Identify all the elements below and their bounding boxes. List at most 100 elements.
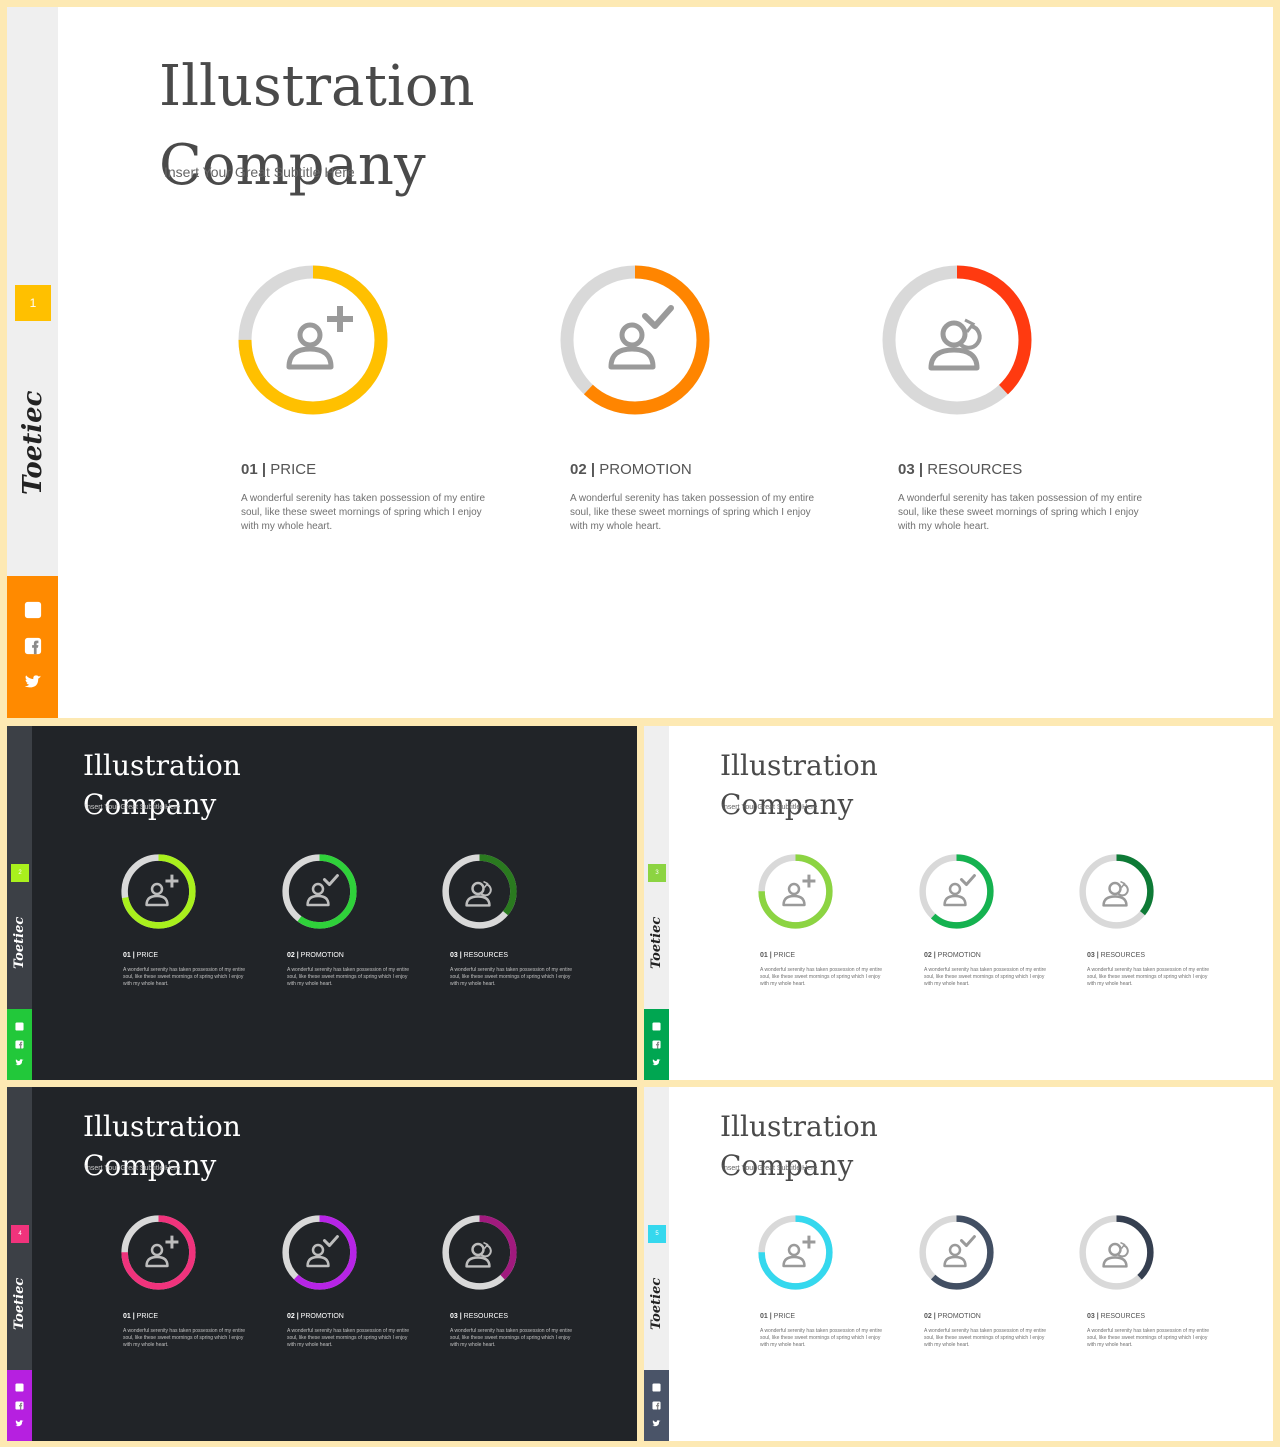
item-separator: | xyxy=(767,952,774,959)
facebook-icon[interactable] xyxy=(652,1040,661,1049)
item-description: A wonderful serenity has taken possessio… xyxy=(450,967,573,987)
title-line-2: Company xyxy=(720,788,854,821)
facebook-link[interactable] xyxy=(7,637,58,655)
add-user-icon xyxy=(145,874,179,907)
linkedin-link[interactable] xyxy=(7,1383,32,1392)
item-label: PROMOTION xyxy=(300,1313,344,1320)
progress-arc xyxy=(919,854,994,929)
item-separator: | xyxy=(457,952,464,959)
facebook-link[interactable] xyxy=(7,1401,32,1410)
item-label: RESOURCES xyxy=(1100,1313,1145,1320)
item-description: A wonderful serenity has taken possessio… xyxy=(898,493,1143,532)
item-heading: 03 | RESOURCES xyxy=(1087,952,1145,959)
twitter-icon[interactable] xyxy=(24,673,42,691)
page-number-badge: 2 xyxy=(11,864,29,882)
progress-ring xyxy=(442,1215,517,1290)
sidebar: 2 Toetiec xyxy=(7,726,32,1080)
user-check-icon xyxy=(608,305,674,370)
progress-ring xyxy=(121,1215,196,1290)
title-line-2: Company xyxy=(720,1149,854,1182)
item-separator: | xyxy=(130,952,137,959)
item-label: PRICE xyxy=(773,952,796,959)
subtitle: Insert Your Great Subtitle Here xyxy=(722,1165,818,1172)
title-line-2: Company xyxy=(83,788,217,821)
twitter-icon[interactable] xyxy=(652,1058,661,1067)
facebook-link[interactable] xyxy=(7,1040,32,1049)
slide: 3 Toetiec Illustration Company Insert Your G… xyxy=(644,726,1273,1080)
linkedin-link[interactable] xyxy=(644,1022,669,1031)
user-check-icon xyxy=(306,874,339,907)
feature-item: 02 | PROMOTION A wonderful serenity has t… xyxy=(32,1087,637,1441)
linkedin-icon[interactable] xyxy=(15,1383,24,1392)
item-heading: 02 | PROMOTION xyxy=(287,1313,344,1320)
facebook-link[interactable] xyxy=(644,1401,669,1410)
item-heading: 03 | RESOURCES xyxy=(1087,1313,1145,1320)
facebook-icon[interactable] xyxy=(15,1040,24,1049)
item-number: 01 xyxy=(760,1313,768,1320)
progress-ring xyxy=(1079,1215,1154,1290)
twitter-link[interactable] xyxy=(7,673,58,691)
progress-ring xyxy=(282,1215,357,1290)
brand-logo: Toetiec xyxy=(12,916,27,969)
linkedin-link[interactable] xyxy=(7,1022,32,1031)
progress-ring xyxy=(282,854,357,929)
twitter-icon[interactable] xyxy=(15,1419,24,1428)
slide-content: Illustration Company Insert Your Great Sub… xyxy=(32,1087,637,1441)
progress-ring xyxy=(919,1215,994,1290)
slide-content: Illustration Company Insert Your Great Sub… xyxy=(669,726,1273,1080)
page-number-badge: 1 xyxy=(15,285,51,321)
brand-logo: Toetiec xyxy=(12,1277,27,1330)
feature-item: 02 | PROMOTION A wonderful serenity has t… xyxy=(58,7,1273,718)
linkedin-icon[interactable] xyxy=(652,1022,661,1031)
twitter-link[interactable] xyxy=(644,1058,669,1067)
item-heading: 03 | RESOURCES xyxy=(450,1313,508,1320)
item-heading: 02 | PROMOTION xyxy=(924,952,981,959)
linkedin-link[interactable] xyxy=(644,1383,669,1392)
item-label: PROMOTION xyxy=(599,461,692,478)
item-label: RESOURCES xyxy=(463,952,508,959)
facebook-icon[interactable] xyxy=(652,1401,661,1410)
slide-content: Illustration Company Insert Your Great Sub… xyxy=(669,1087,1273,1441)
progress-ring xyxy=(758,1215,833,1290)
item-separator: | xyxy=(767,1313,774,1320)
feature-item: 02 | PROMOTION A wonderful serenity has t… xyxy=(32,726,637,1080)
twitter-link[interactable] xyxy=(7,1419,32,1428)
facebook-icon[interactable] xyxy=(15,1401,24,1410)
linkedin-icon[interactable] xyxy=(15,1022,24,1031)
linkedin-icon[interactable] xyxy=(24,601,42,619)
twitter-link[interactable] xyxy=(644,1419,669,1428)
user-check-icon xyxy=(943,874,976,907)
linkedin-icon[interactable] xyxy=(652,1383,661,1392)
progress-ring xyxy=(1079,854,1154,929)
twitter-icon[interactable] xyxy=(652,1419,661,1428)
feature-item: 02 | PROMOTION A wonderful serenity has t… xyxy=(669,1087,1273,1441)
feature-item: 01 | PRICE A wonderful serenity has taken… xyxy=(58,7,1273,718)
subtitle: Insert Your Great Subtitle Here xyxy=(164,164,355,180)
progress-arc xyxy=(442,1215,517,1290)
feature-item: 03 | RESOURCES A wonderful serenity has t… xyxy=(669,726,1273,1080)
progress-arc xyxy=(758,1215,833,1290)
item-description: A wonderful serenity has taken possessio… xyxy=(924,1328,1047,1348)
progress-arc xyxy=(758,854,833,929)
item-label: PROMOTION xyxy=(937,1313,981,1320)
item-number: 02 xyxy=(287,1313,295,1320)
facebook-icon[interactable] xyxy=(24,637,42,655)
slide-content: Illustration Company Insert Your Great Sub… xyxy=(58,7,1273,718)
item-heading: 03 | RESOURCES xyxy=(898,461,1022,478)
item-heading: 01 | PRICE xyxy=(123,1313,158,1320)
feature-item: 01 | PRICE A wonderful serenity has taken… xyxy=(669,1087,1273,1441)
linkedin-link[interactable] xyxy=(7,601,58,619)
item-number: 03 xyxy=(1087,1313,1095,1320)
title-line-1: Illustration xyxy=(720,749,878,782)
item-label: PRICE xyxy=(136,1313,159,1320)
twitter-link[interactable] xyxy=(7,1058,32,1067)
user-sync-icon xyxy=(928,318,982,371)
facebook-link[interactable] xyxy=(644,1040,669,1049)
progress-arc xyxy=(121,1215,196,1290)
item-heading: 01 | PRICE xyxy=(123,952,158,959)
sidebar: 1 Toetiec xyxy=(7,7,58,718)
title-line-1: Illustration xyxy=(720,1110,878,1143)
twitter-icon[interactable] xyxy=(15,1058,24,1067)
progress-ring xyxy=(919,854,994,929)
slide: 2 Toetiec Illustration Company Insert Your G… xyxy=(7,726,637,1080)
